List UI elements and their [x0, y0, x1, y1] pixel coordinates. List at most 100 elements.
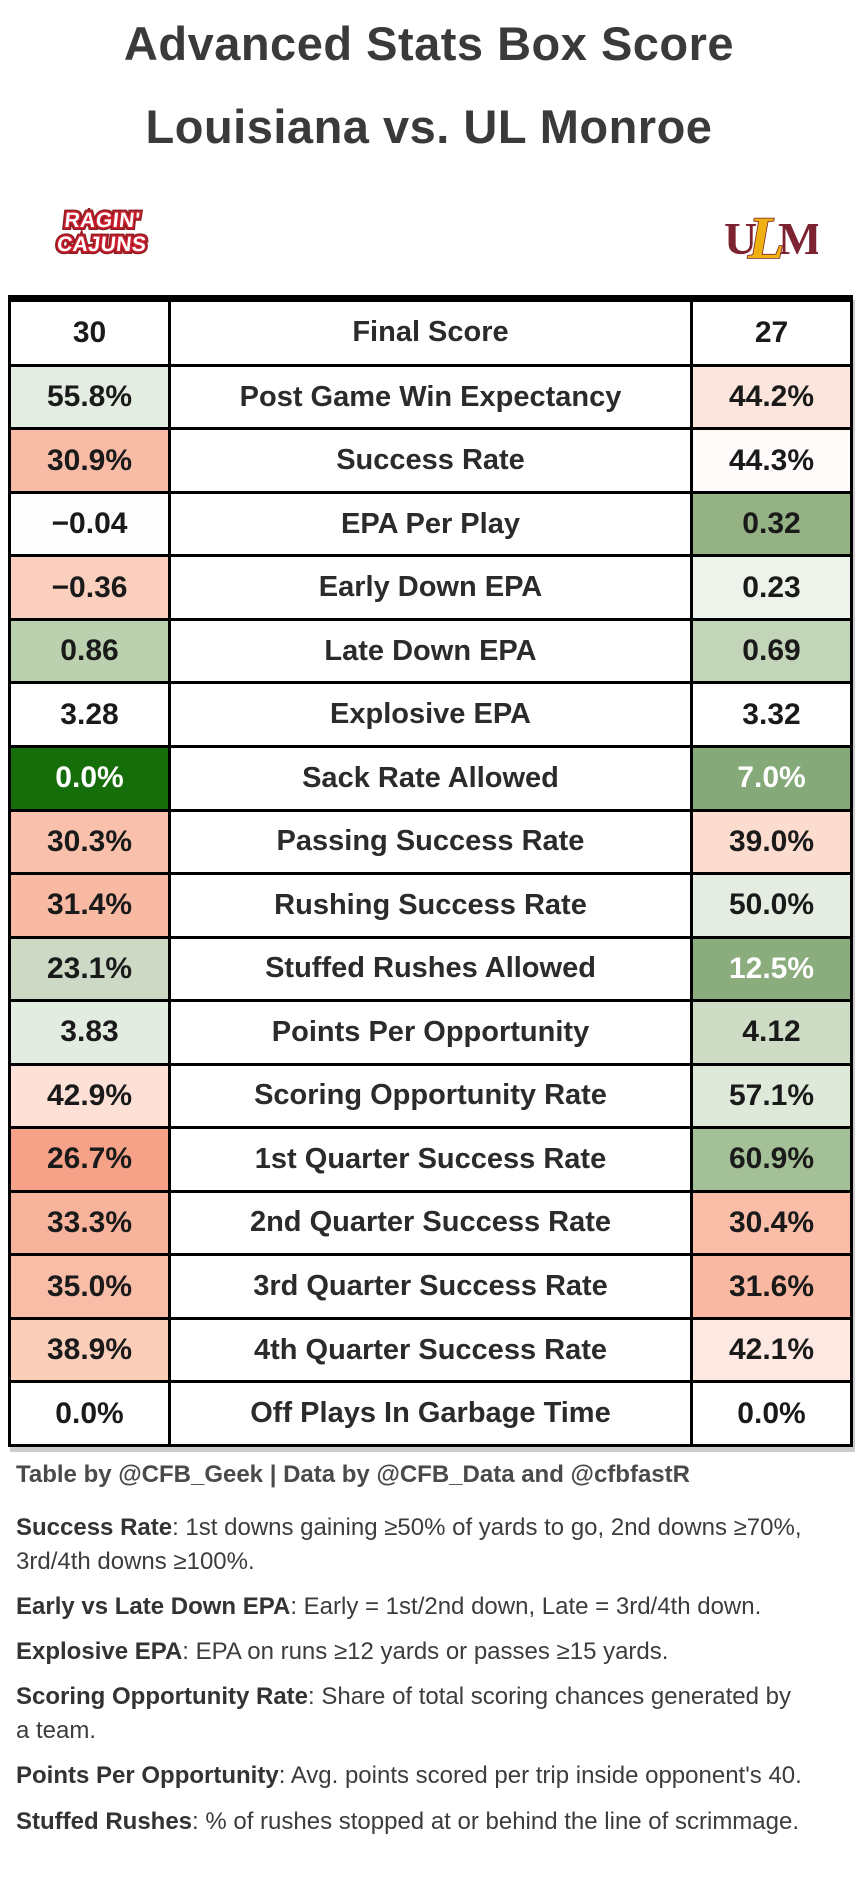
ulmonroe-value-cell: 57.1%	[690, 1062, 853, 1130]
stat-row: 31.4% Rushing Success Rate 50.0%	[8, 872, 853, 939]
footnote-term: Points Per Opportunity	[16, 1762, 279, 1790]
ulmonroe-value-cell: 50.0%	[690, 872, 853, 939]
stat-row: 3.83 Points Per Opportunity 4.12	[8, 999, 853, 1066]
cajuns-word-cajuns: CAJUNS	[56, 233, 148, 256]
ulmonroe-value-cell: 27	[690, 297, 853, 367]
ulmonroe-value-cell: 0.0%	[690, 1380, 853, 1447]
louisiana-value-cell: 3.83	[8, 999, 171, 1066]
footnote-term: Success Rate	[16, 1514, 173, 1541]
louisiana-ragin-cajuns-logo: RAGIN' CAJUNS RAGIN' CAJUNS	[44, 206, 154, 259]
louisiana-value-cell: 30	[8, 297, 171, 367]
stat-row: 38.9% 4th Quarter Success Rate 42.1%	[8, 1316, 853, 1384]
footnote-term: Stuffed Rushes	[16, 1807, 193, 1835]
stat-row: 26.7% 1st Quarter Success Rate 60.9%	[8, 1126, 853, 1193]
stat-row: 55.8% Post Game Win Expectancy 44.2%	[8, 363, 853, 431]
ulm-letter-m: M	[778, 213, 818, 264]
ulmonroe-value-cell: 7.0%	[690, 744, 853, 812]
footnote-text: : % of rushes stopped at or behind the l…	[192, 1807, 800, 1835]
stat-label-cell: Points Per Opportunity	[168, 999, 693, 1066]
ulm-hawk-letter-l: L	[747, 205, 785, 264]
stat-label-cell: EPA Per Play	[168, 490, 693, 558]
footnotes: Success Rate: 1st downs gaining ≥50% of …	[16, 1511, 804, 1850]
stat-label-cell: 4th Quarter Success Rate	[168, 1316, 693, 1384]
footnote-text: : EPA on runs ≥12 yards or passes ≥15 ya…	[182, 1638, 669, 1666]
louisiana-value-cell: 55.8%	[8, 363, 171, 431]
stat-label-cell: Success Rate	[168, 427, 693, 494]
stat-row: −0.04 EPA Per Play 0.32	[8, 490, 853, 558]
louisiana-value-cell: 0.0%	[8, 1380, 171, 1447]
stat-row: 33.3% 2nd Quarter Success Rate 30.4%	[8, 1189, 853, 1257]
ulmonroe-value-cell: 30.4%	[690, 1189, 853, 1257]
ul-monroe-logo: U M L	[722, 198, 821, 272]
ulm-warhawks-icon: U M L	[724, 204, 821, 272]
footnote-scoring-opp-rate: Scoring Opportunity Rate: Share of total…	[16, 1680, 804, 1748]
stat-row: 30 Final Score 27	[8, 297, 853, 367]
louisiana-value-cell: 38.9%	[8, 1316, 171, 1384]
footnote-term: Scoring Opportunity Rate	[16, 1683, 309, 1711]
footnote-points-per-opp: Points Per Opportunity: Avg. points scor…	[16, 1759, 804, 1793]
footnote-term: Explosive EPA	[16, 1638, 183, 1666]
ulmonroe-value-cell: 39.0%	[690, 808, 853, 876]
louisiana-value-cell: 33.3%	[8, 1189, 171, 1257]
stat-label-cell: Stuffed Rushes Allowed	[168, 935, 693, 1003]
footnote-success-rate: Success Rate: 1st downs gaining ≥50% of …	[16, 1511, 804, 1579]
stat-row: 35.0% 3rd Quarter Success Rate 31.6%	[8, 1253, 853, 1320]
footnote-text: : 1st downs gaining ≥50% of yards to go,…	[16, 1514, 802, 1576]
stat-row: 23.1% Stuffed Rushes Allowed 12.5%	[8, 935, 853, 1003]
attribution-line: Table by @CFB_Geek | Data by @CFB_Data a…	[16, 1461, 690, 1488]
stat-row: 30.9% Success Rate 44.3%	[8, 427, 853, 494]
louisiana-value-cell: 30.3%	[8, 808, 171, 876]
louisiana-value-cell: 23.1%	[8, 935, 171, 1003]
ragin-cajuns-wordmark-icon: RAGIN' CAJUNS RAGIN' CAJUNS	[53, 206, 151, 259]
ulmonroe-value-cell: 44.2%	[690, 363, 853, 431]
louisiana-value-cell: 3.28	[8, 681, 171, 748]
stat-row: 42.9% Scoring Opportunity Rate 57.1%	[8, 1062, 853, 1130]
ulmonroe-value-cell: 0.69	[690, 617, 853, 685]
ulmonroe-value-cell: 12.5%	[690, 935, 853, 1003]
footnote-text: : Early = 1st/2nd down, Late = 3rd/4th d…	[290, 1593, 762, 1621]
louisiana-value-cell: 35.0%	[8, 1253, 171, 1320]
stat-label-cell: Scoring Opportunity Rate	[168, 1062, 693, 1130]
ulmonroe-value-cell: 31.6%	[690, 1253, 853, 1320]
ulmonroe-value-cell: 44.3%	[690, 427, 853, 494]
louisiana-value-cell: 30.9%	[8, 427, 171, 494]
stat-label-cell: Final Score	[168, 297, 693, 367]
stat-label-cell: Sack Rate Allowed	[168, 744, 693, 812]
louisiana-value-cell: 0.0%	[8, 744, 171, 812]
footnote-text: : Share of total scoring chances generat…	[16, 1683, 791, 1745]
stat-label-cell: 3rd Quarter Success Rate	[168, 1253, 693, 1320]
stat-label-cell: Off Plays In Garbage Time	[168, 1380, 693, 1447]
stat-label-cell: Passing Success Rate	[168, 808, 693, 876]
stat-label-cell: Post Game Win Expectancy	[168, 363, 693, 431]
stat-label-cell: Explosive EPA	[168, 681, 693, 748]
cajuns-word-ragin: RAGIN'	[63, 209, 141, 232]
ulmonroe-value-cell: 42.1%	[690, 1316, 853, 1384]
ulmonroe-value-cell: 0.32	[690, 490, 853, 558]
stat-row: −0.36 Early Down EPA 0.23	[8, 554, 853, 621]
stat-label-cell: 2nd Quarter Success Rate	[168, 1189, 693, 1257]
stat-row: 30.3% Passing Success Rate 39.0%	[8, 808, 853, 876]
stat-row: 0.86 Late Down EPA 0.69	[8, 617, 853, 685]
footnote-explosive-epa: Explosive EPA: EPA on runs ≥12 yards or …	[16, 1635, 804, 1669]
ulmonroe-value-cell: 4.12	[690, 999, 853, 1066]
cajuns-word-ragin-outline: RAGIN'	[63, 209, 141, 232]
stat-row: 0.0% Sack Rate Allowed 7.0%	[8, 744, 853, 812]
louisiana-value-cell: 42.9%	[8, 1062, 171, 1130]
louisiana-value-cell: 31.4%	[8, 872, 171, 939]
stat-label-cell: Rushing Success Rate	[168, 872, 693, 939]
louisiana-value-cell: 0.86	[8, 617, 171, 685]
ulmonroe-value-cell: 60.9%	[690, 1126, 853, 1193]
ulmonroe-value-cell: 0.23	[690, 554, 853, 621]
footnote-term: Early vs Late Down EPA	[16, 1593, 291, 1621]
louisiana-value-cell: −0.36	[8, 554, 171, 621]
footnote-text: : Avg. points scored per trip inside opp…	[278, 1762, 802, 1790]
louisiana-value-cell: −0.04	[8, 490, 171, 558]
stat-label-cell: 1st Quarter Success Rate	[168, 1126, 693, 1193]
louisiana-value-cell: 26.7%	[8, 1126, 171, 1193]
ulmonroe-value-cell: 3.32	[690, 681, 853, 748]
cajuns-word-cajuns-outline: CAJUNS	[56, 233, 148, 256]
advanced-stats-table: 30 Final Score 27 55.8% Post Game Win Ex…	[8, 295, 853, 1447]
stat-label-cell: Early Down EPA	[168, 554, 693, 621]
page-title: Advanced Stats Box Score	[123, 17, 735, 70]
